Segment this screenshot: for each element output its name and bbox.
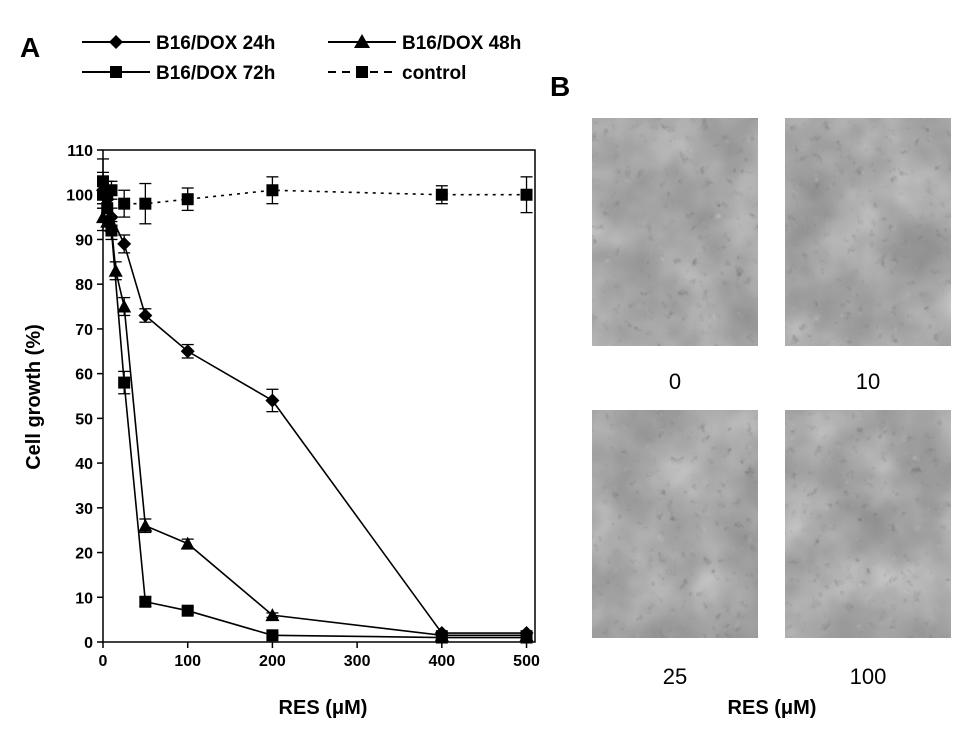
y-tick-label: 20 <box>75 546 93 563</box>
legend-label-24h: B16/DOX 24h <box>156 33 275 54</box>
legend-marker-square <box>110 66 122 78</box>
x-axis-ticks: 0 100 200 300 400 500 <box>99 642 540 670</box>
data-point-square <box>435 188 448 201</box>
legend-marker-triangle <box>354 34 370 48</box>
y-tick-label: 100 <box>66 188 93 205</box>
micrograph-label: 25 <box>663 664 687 689</box>
series-diamond-0 <box>96 171 534 641</box>
micrograph-grain <box>592 410 758 638</box>
data-point-square <box>118 376 131 389</box>
legend-label-control: control <box>402 63 466 84</box>
data-point-square <box>266 629 279 642</box>
micrograph-grain <box>785 118 951 346</box>
data-point-triangle <box>117 299 132 313</box>
micrograph-grain <box>785 410 951 638</box>
data-point-triangle <box>265 608 280 622</box>
y-tick-label: 110 <box>67 143 93 160</box>
micrograph-label: 10 <box>856 369 880 394</box>
series-square-2 <box>97 180 533 644</box>
y-tick-label: 10 <box>75 590 93 607</box>
legend-entry-72h: B16/DOX 72h <box>82 63 275 84</box>
data-point-square <box>520 188 533 201</box>
legend-entry-48h: B16/DOX 48h <box>328 33 521 54</box>
data-point-diamond <box>138 308 153 323</box>
y-axis-ticks: 0 10 20 30 40 50 60 70 80 90 100 110 <box>66 143 103 652</box>
x-axis-title: RES (μM) <box>279 697 368 719</box>
data-point-triangle <box>108 263 123 277</box>
legend-entry-24h: B16/DOX 24h <box>82 33 275 54</box>
data-point-square <box>181 604 194 617</box>
legend-entry-control: control <box>328 63 466 84</box>
x-tick-label: 300 <box>344 653 371 670</box>
data-point-square <box>139 197 152 210</box>
y-tick-label: 50 <box>75 411 93 428</box>
y-tick-label: 40 <box>75 456 93 473</box>
panel-a-label: A <box>20 32 40 63</box>
y-tick-label: 30 <box>75 501 93 518</box>
micrograph-label: 0 <box>669 369 681 394</box>
series-line <box>102 181 527 205</box>
data-point-square <box>435 631 448 644</box>
y-tick-label: 70 <box>75 322 93 339</box>
data-point-triangle <box>180 536 195 550</box>
x-tick-label: 500 <box>513 653 540 670</box>
plot-frame <box>102 149 536 643</box>
data-point-square <box>520 631 533 644</box>
y-tick-label: 0 <box>84 635 93 652</box>
data-point-square <box>105 224 118 237</box>
data-point-diamond <box>117 236 132 251</box>
data-point-square <box>118 197 131 210</box>
chart-axes <box>102 149 536 643</box>
y-tick-label: 60 <box>75 367 93 384</box>
x-tick-label: 200 <box>259 653 286 670</box>
chart-legend: B16/DOX 24h B16/DOX 48h B16/DOX 72h cont… <box>82 33 521 84</box>
data-point-triangle <box>138 518 153 532</box>
data-point-diamond <box>265 393 280 408</box>
series-triangle-1 <box>96 203 534 642</box>
micrograph-panel: 0 10 25 100 <box>592 118 951 689</box>
legend-label-72h: B16/DOX 72h <box>156 63 275 84</box>
cell-growth-chart: 0 100 200 300 400 500 0 10 20 30 40 50 60 70 80 90 100 1… <box>23 143 540 719</box>
legend-label-48h: B16/DOX 48h <box>402 33 521 54</box>
micrograph-10 <box>785 118 951 346</box>
series-line <box>102 216 527 637</box>
micrograph-25 <box>592 410 758 638</box>
y-axis-title: Cell growth (%) <box>23 324 45 470</box>
micrograph-grain <box>592 118 758 346</box>
series-line <box>102 194 527 639</box>
micrograph-0 <box>592 118 758 346</box>
data-point-square <box>105 184 118 197</box>
series-line <box>102 189 527 634</box>
chart-series <box>96 158 534 644</box>
y-tick-label: 80 <box>75 277 93 294</box>
data-point-square <box>266 184 279 197</box>
micrograph-label: 100 <box>850 664 887 689</box>
micrograph-100 <box>785 410 951 638</box>
y-tick-label: 90 <box>75 232 93 249</box>
data-point-square <box>139 595 152 608</box>
micrograph-x-title: RES (μM) <box>728 697 817 719</box>
data-point-square <box>181 193 194 206</box>
x-tick-label: 400 <box>428 653 455 670</box>
legend-marker-diamond <box>109 35 123 49</box>
data-point-diamond <box>180 344 195 359</box>
x-tick-label: 0 <box>99 653 108 670</box>
series-square-3 <box>97 158 533 225</box>
x-tick-label: 100 <box>174 653 201 670</box>
legend-marker-control-square <box>356 66 368 78</box>
panel-b-label: B <box>550 71 570 102</box>
